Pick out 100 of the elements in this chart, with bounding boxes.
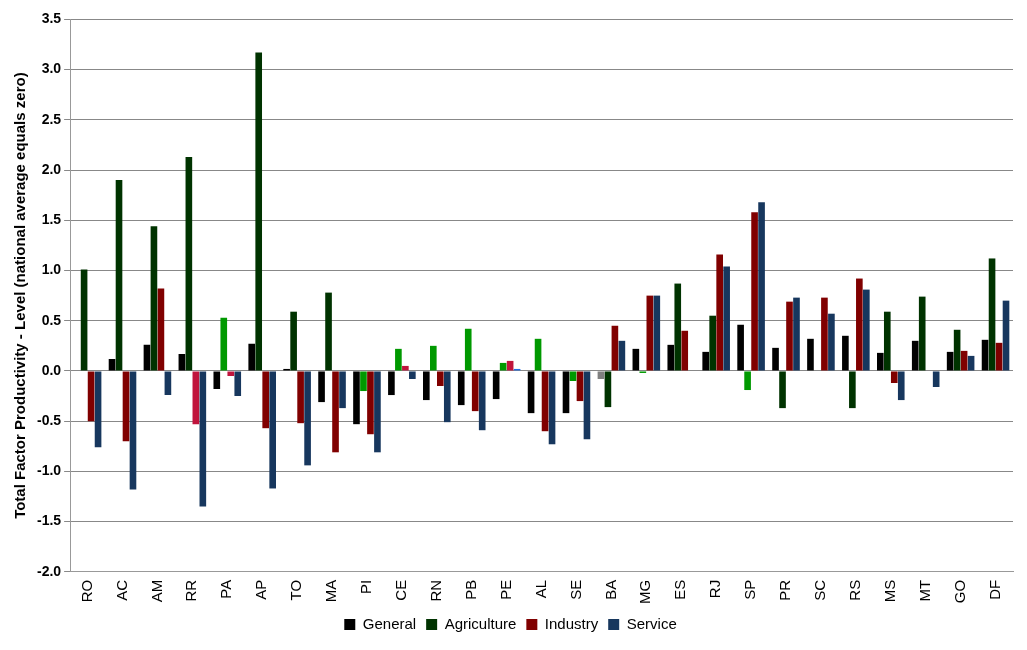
bar — [492, 371, 500, 400]
x-tick-label: AC — [112, 579, 130, 601]
bar — [842, 335, 849, 371]
x-tick-label: MS — [880, 579, 898, 603]
bar — [911, 340, 919, 371]
x-tick-label: RN — [426, 579, 444, 602]
bar — [122, 371, 130, 442]
x-tick-label: RO — [77, 579, 95, 603]
bar — [583, 371, 591, 440]
bar — [876, 352, 884, 371]
legend-label: Service — [626, 614, 677, 632]
bar — [653, 295, 661, 371]
bar — [541, 371, 549, 432]
x-tick-label: TO — [287, 579, 305, 601]
bar — [353, 371, 360, 425]
x-tick-label: CE — [392, 579, 410, 601]
bar — [192, 371, 200, 425]
x-tick-label: MT — [915, 579, 933, 602]
bar — [918, 296, 926, 371]
bar — [213, 371, 221, 390]
bar — [716, 254, 723, 371]
x-tick-label: SC — [811, 579, 829, 601]
x-tick-label: RJ — [706, 579, 724, 599]
bar — [297, 371, 304, 424]
legend-label: General — [362, 614, 417, 632]
bar — [150, 226, 158, 371]
bar — [436, 371, 444, 387]
x-tick-label: MA — [322, 579, 340, 603]
bar — [220, 317, 228, 371]
x-tick-label: AP — [252, 579, 270, 600]
bar — [751, 212, 758, 371]
bar — [988, 258, 996, 371]
bar — [779, 371, 786, 409]
y-tick-label: 2.5 — [41, 110, 62, 127]
x-tick-label: PE — [496, 579, 514, 600]
x-tick-label: SE — [566, 579, 584, 600]
x-tick-label: PR — [776, 579, 794, 601]
bar — [255, 52, 263, 371]
bar — [702, 351, 710, 371]
bar — [248, 343, 256, 371]
y-tick-label: 0.0 — [41, 361, 62, 378]
bar — [674, 283, 682, 371]
bar — [464, 328, 472, 371]
bar — [793, 297, 800, 371]
bar — [471, 371, 479, 412]
bar — [234, 371, 242, 397]
y-tick-label: 1.5 — [41, 211, 62, 228]
y-tick-label: -0.5 — [37, 412, 62, 429]
x-tick-label: MG — [636, 579, 654, 605]
bar — [429, 345, 437, 371]
bar — [395, 348, 402, 371]
bar — [402, 365, 409, 371]
legend-label: Agriculture — [444, 614, 517, 632]
bar — [115, 180, 123, 371]
bar — [332, 371, 339, 453]
x-tick-label: PB — [461, 579, 479, 600]
bar — [318, 371, 325, 403]
bar — [807, 338, 814, 371]
bar — [548, 371, 556, 445]
bar — [897, 371, 905, 401]
bar — [290, 311, 297, 371]
bar — [932, 371, 940, 388]
bar — [821, 297, 828, 371]
y-tick-label: 2.0 — [41, 160, 62, 177]
bar — [304, 371, 311, 466]
x-tick-label: GO — [950, 579, 968, 604]
y-tick-label: -1.0 — [37, 462, 62, 479]
bar — [667, 344, 675, 371]
bar — [269, 371, 276, 489]
legend-label: Industry — [544, 614, 599, 632]
bar — [723, 266, 730, 371]
bar — [681, 330, 689, 371]
y-tick-label: 3.0 — [41, 60, 62, 77]
bar — [339, 371, 346, 409]
x-tick-label: PA — [217, 579, 235, 599]
bar — [457, 371, 465, 406]
bar — [360, 371, 367, 392]
y-tick-label: 1.0 — [41, 261, 62, 278]
bar — [569, 371, 577, 381]
x-tick-label: BA — [601, 579, 619, 600]
bar — [849, 371, 856, 409]
bar — [367, 371, 374, 435]
x-tick-label: AM — [147, 579, 165, 603]
bar — [562, 371, 570, 414]
bar — [443, 371, 451, 423]
bar — [80, 269, 88, 371]
y-tick-label: -2.0 — [37, 562, 62, 579]
bar — [786, 301, 793, 371]
bar — [758, 202, 765, 371]
bar — [185, 157, 193, 371]
y-tick-label: 0.5 — [41, 311, 62, 328]
bar — [262, 371, 269, 429]
y-tick-label: 3.5 — [41, 10, 62, 27]
bar — [227, 371, 235, 376]
x-tick-label: ES — [671, 579, 689, 600]
bar — [744, 371, 751, 391]
bar — [883, 311, 891, 371]
bar — [409, 371, 416, 379]
bar — [890, 371, 898, 383]
bar — [325, 292, 332, 371]
